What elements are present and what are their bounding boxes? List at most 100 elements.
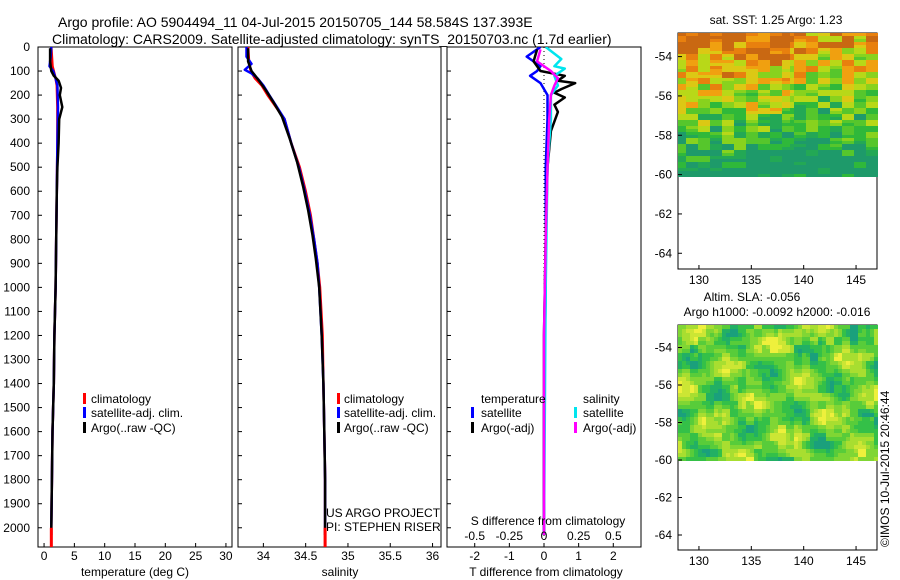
heatmap-cell [726,421,730,425]
heatmap-cell [834,102,838,105]
heatmap-cell [874,385,878,389]
heatmap-cell [682,168,686,171]
heatmap-cell [762,117,766,120]
heatmap-cell [698,377,702,381]
heatmap-cell [810,345,814,349]
lon-tick-label: 140 [794,273,814,287]
heatmap-cell [690,373,694,377]
heatmap-cell [842,417,846,421]
heatmap-cell [766,329,770,333]
heatmap-cell [734,425,738,429]
heatmap-cell [698,63,702,66]
heatmap-cell [686,66,690,69]
heatmap-cell [694,60,698,63]
heatmap-cell [874,445,878,449]
heatmap-cell [806,102,810,105]
heatmap-cell [746,120,750,123]
heatmap-cell [678,417,682,421]
heatmap-cell [714,45,718,48]
heatmap-cell [750,171,754,174]
heatmap-cell [678,425,682,429]
heatmap-cell [794,117,798,120]
heatmap-cell [774,365,778,369]
heatmap-cell [746,87,750,90]
heatmap-cell [854,441,858,445]
heatmap-cell [774,51,778,54]
heatmap-cell [738,141,742,144]
heatmap-cell [826,105,830,108]
heatmap-cell [862,373,866,377]
heatmap-cell [738,349,742,353]
heatmap-cell [806,165,810,168]
heatmap-cell [686,365,690,369]
heatmap-cell [854,171,858,174]
heatmap-cell [846,93,850,96]
heatmap-cell [746,165,750,168]
heatmap-cell [702,129,706,132]
heatmap-cell [726,168,730,171]
heatmap-cell [786,144,790,147]
heatmap-cell [846,45,850,48]
heatmap-cell [838,39,842,42]
heatmap-cell [814,437,818,441]
difference-s-xlabel: S difference from climatology [471,514,626,528]
heatmap-cell [734,87,738,90]
heatmap-cell [682,48,686,51]
heatmap-cell [746,174,750,177]
heatmap-cell [754,437,758,441]
heatmap-cell [834,147,838,150]
heatmap-cell [738,389,742,393]
heatmap-cell [810,341,814,345]
heatmap-cell [686,341,690,345]
heatmap-cell [874,159,878,162]
heatmap-cell [706,144,710,147]
heatmap-cell [858,60,862,63]
heatmap-cell [786,385,790,389]
heatmap-cell [810,373,814,377]
heatmap-cell [846,433,850,437]
heatmap-cell [774,441,778,445]
heatmap-cell [750,168,754,171]
heatmap-cell [754,373,758,377]
heatmap-cell [790,102,794,105]
heatmap-cell [730,90,734,93]
heatmap-cell [810,108,814,111]
heatmap-cell [750,33,754,36]
heatmap-cell [850,421,854,425]
heatmap-cell [718,425,722,429]
heatmap-cell [750,144,754,147]
heatmap-cell [810,329,814,333]
heatmap-cell [714,421,718,425]
heatmap-cell [862,329,866,333]
heatmap-cell [850,377,854,381]
heatmap-cell [806,120,810,123]
heatmap-cell [870,453,874,457]
heatmap-cell [718,105,722,108]
heatmap-cell [790,123,794,126]
heatmap-cell [762,373,766,377]
heatmap-cell [842,135,846,138]
heatmap-cell [690,341,694,345]
heatmap-cell [714,36,718,39]
heatmap-cell [678,397,682,401]
heatmap-cell [822,393,826,397]
heatmap-cell [858,84,862,87]
heatmap-cell [690,78,694,81]
heatmap-cell [858,373,862,377]
heatmap-cell [786,135,790,138]
heatmap-cell [694,433,698,437]
heatmap-cell [822,45,826,48]
heatmap-cell [826,144,830,147]
heatmap-cell [686,33,690,36]
heatmap-cell [814,90,818,93]
heatmap-cell [834,156,838,159]
heatmap-cell [678,120,682,123]
heatmap-cell [858,449,862,453]
heatmap-cell [690,99,694,102]
heatmap-cell [838,377,842,381]
heatmap-cell [702,150,706,153]
heatmap-cell [754,45,758,48]
heatmap-cell [786,147,790,150]
heatmap-cell [862,433,866,437]
heatmap-cell [686,393,690,397]
